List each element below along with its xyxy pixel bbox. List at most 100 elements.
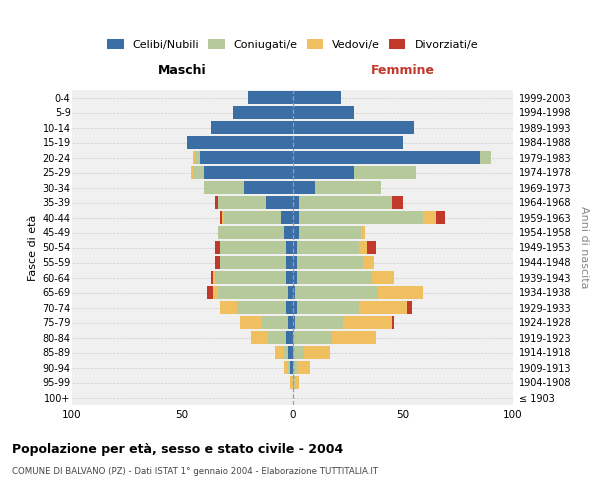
Bar	[215, 196, 218, 208]
Bar	[215, 272, 286, 283]
Bar	[218, 196, 266, 208]
Bar	[220, 212, 222, 224]
Y-axis label: Fasce di età: Fasce di età	[28, 214, 38, 280]
Bar	[295, 316, 343, 328]
Bar	[211, 272, 213, 283]
Bar	[372, 272, 394, 283]
Bar	[392, 316, 394, 328]
Bar	[297, 302, 359, 314]
Bar	[288, 286, 293, 298]
Bar	[314, 182, 381, 194]
Bar	[293, 182, 314, 194]
Bar	[480, 152, 491, 164]
Bar	[284, 346, 288, 358]
Bar	[213, 286, 218, 298]
Bar	[293, 302, 297, 314]
Bar	[293, 106, 354, 118]
Bar	[218, 226, 284, 238]
Bar	[392, 196, 403, 208]
Bar	[244, 182, 293, 194]
Bar	[200, 152, 293, 164]
Bar	[204, 182, 244, 194]
Bar	[220, 256, 286, 268]
Bar	[293, 152, 480, 164]
Bar	[367, 242, 376, 254]
Bar	[222, 212, 224, 224]
Bar	[215, 256, 220, 268]
Bar	[284, 226, 293, 238]
Bar	[290, 362, 293, 374]
Bar	[187, 136, 293, 148]
Bar	[293, 226, 299, 238]
Bar	[220, 302, 238, 314]
Bar	[297, 272, 372, 283]
Bar	[293, 136, 403, 148]
Bar	[293, 286, 295, 298]
Bar	[293, 316, 295, 328]
Bar	[215, 242, 220, 254]
Bar	[268, 332, 286, 344]
Bar	[293, 92, 341, 104]
Bar	[297, 256, 363, 268]
Bar	[293, 376, 295, 388]
Bar	[220, 242, 286, 254]
Bar	[218, 286, 288, 298]
Bar	[299, 196, 392, 208]
Bar	[354, 166, 416, 178]
Bar	[266, 196, 293, 208]
Bar	[295, 286, 379, 298]
Bar	[286, 242, 293, 254]
Legend: Celibi/Nubili, Coniugati/e, Vedovi/e, Divorziati/e: Celibi/Nubili, Coniugati/e, Vedovi/e, Di…	[107, 39, 478, 50]
Bar	[304, 346, 330, 358]
Bar	[206, 286, 213, 298]
Bar	[286, 332, 293, 344]
Bar	[238, 302, 286, 314]
Bar	[297, 242, 359, 254]
Bar	[191, 166, 193, 178]
Bar	[293, 272, 297, 283]
Bar	[379, 286, 422, 298]
Bar	[286, 256, 293, 268]
Bar	[293, 362, 297, 374]
Bar	[233, 106, 293, 118]
Bar	[361, 226, 365, 238]
Bar	[359, 302, 407, 314]
Bar	[293, 256, 297, 268]
Bar	[213, 272, 215, 283]
Bar	[422, 212, 436, 224]
Bar	[295, 376, 299, 388]
Bar	[290, 376, 293, 388]
Bar	[332, 332, 376, 344]
Bar	[288, 346, 293, 358]
Y-axis label: Anni di nascita: Anni di nascita	[578, 206, 589, 288]
Bar	[239, 316, 262, 328]
Bar	[299, 226, 361, 238]
Bar	[284, 362, 288, 374]
Bar	[288, 316, 293, 328]
Bar	[436, 212, 445, 224]
Bar	[286, 272, 293, 283]
Bar	[293, 196, 299, 208]
Bar	[275, 346, 284, 358]
Bar	[262, 316, 288, 328]
Bar	[204, 166, 293, 178]
Bar	[196, 152, 200, 164]
Bar	[359, 242, 367, 254]
Bar	[293, 212, 299, 224]
Bar	[407, 302, 412, 314]
Bar	[293, 332, 332, 344]
Bar	[288, 362, 290, 374]
Bar	[286, 302, 293, 314]
Bar	[211, 122, 293, 134]
Bar	[363, 256, 374, 268]
Bar	[251, 332, 268, 344]
Bar	[248, 92, 293, 104]
Bar	[281, 212, 293, 224]
Text: COMUNE DI BALVANO (PZ) - Dati ISTAT 1° gennaio 2004 - Elaborazione TUTTITALIA.IT: COMUNE DI BALVANO (PZ) - Dati ISTAT 1° g…	[12, 468, 378, 476]
Bar	[293, 242, 297, 254]
Text: Popolazione per età, sesso e stato civile - 2004: Popolazione per età, sesso e stato civil…	[12, 442, 343, 456]
Text: Maschi: Maschi	[158, 64, 206, 78]
Bar	[293, 166, 354, 178]
Text: Femmine: Femmine	[371, 64, 435, 78]
Bar	[343, 316, 392, 328]
